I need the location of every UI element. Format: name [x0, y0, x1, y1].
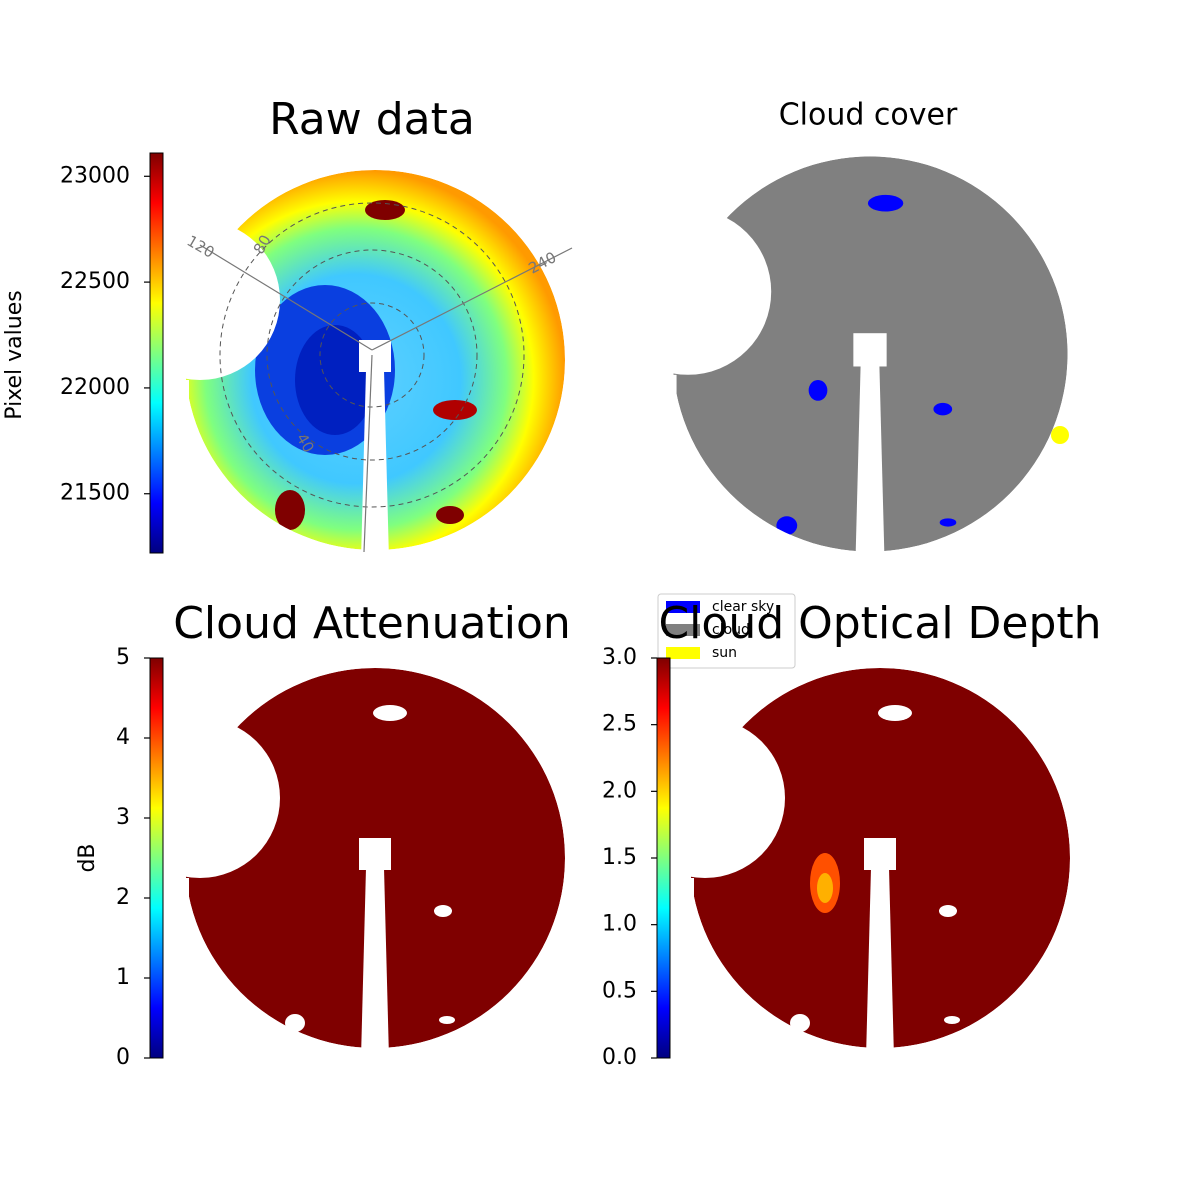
panel-title: Cloud Optical Depth [658, 598, 1101, 649]
tick-label: 4 [116, 725, 130, 750]
legend-label: sun [712, 645, 737, 661]
tick-label: 2.5 [602, 712, 637, 737]
tick-label: 1.5 [602, 845, 637, 870]
tick-label: 5 [116, 645, 130, 670]
panel-title: Raw data [269, 94, 475, 145]
tick-label: 2 [116, 885, 130, 910]
polar-grid [219, 202, 525, 508]
sun-marker [1051, 426, 1069, 444]
tick-label: 3 [116, 805, 130, 830]
panel-title: Cloud Attenuation [173, 598, 571, 649]
optical-depth-image [690, 668, 1070, 1048]
tick-label: 0.5 [602, 978, 637, 1003]
legend-swatch [666, 601, 700, 613]
legend-swatch [666, 624, 700, 636]
panel-title: Cloud cover [779, 98, 958, 133]
polar-axes [199, 244, 573, 553]
attenuation-image [185, 668, 565, 1048]
colorbar-label: Pixel values [2, 290, 27, 419]
tick-label: 0 [116, 1045, 130, 1070]
colorbar-label: dB [75, 843, 100, 872]
raw-image [185, 170, 565, 550]
tick-label: 1.0 [602, 912, 637, 937]
tick-label: 21500 [60, 481, 130, 506]
colorbar [656, 657, 671, 1059]
colorbar [149, 152, 164, 554]
tick-label: 22000 [60, 375, 130, 400]
tick-label: 3.0 [602, 645, 637, 670]
tick-label: 2.0 [602, 778, 637, 803]
polar-label: 120 [184, 232, 218, 262]
cloud-cover-image [672, 156, 1068, 552]
tick-label: 23000 [60, 163, 130, 188]
colorbar [149, 657, 164, 1059]
tick-label: 22500 [60, 269, 130, 294]
tick-label: 1 [116, 965, 130, 990]
legend-swatch [666, 647, 700, 659]
legend-label: cloud [712, 622, 750, 638]
tick-label: 0.0 [602, 1045, 637, 1070]
legend-label: clear sky [712, 599, 774, 615]
